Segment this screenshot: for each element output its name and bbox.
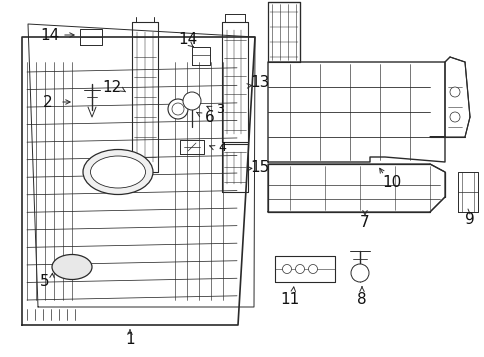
- Circle shape: [182, 92, 200, 110]
- Text: 14: 14: [40, 27, 60, 42]
- Ellipse shape: [52, 255, 92, 280]
- Circle shape: [172, 103, 183, 115]
- Text: 15: 15: [250, 160, 269, 175]
- Text: 11: 11: [280, 292, 299, 307]
- Text: 9: 9: [464, 211, 474, 226]
- Text: 2: 2: [43, 95, 53, 110]
- Circle shape: [449, 112, 459, 122]
- Circle shape: [282, 265, 291, 273]
- Ellipse shape: [91, 156, 145, 188]
- Text: 5: 5: [40, 275, 50, 290]
- Text: 6: 6: [205, 110, 214, 125]
- Text: 1: 1: [125, 332, 135, 347]
- Circle shape: [308, 265, 317, 273]
- Circle shape: [295, 265, 304, 273]
- Text: 4: 4: [218, 141, 226, 154]
- Text: 3: 3: [215, 102, 224, 116]
- Text: 12: 12: [102, 80, 121, 95]
- Circle shape: [167, 99, 188, 119]
- Text: 13: 13: [250, 75, 269, 90]
- Text: 10: 10: [381, 175, 401, 190]
- Ellipse shape: [83, 150, 152, 195]
- Text: 7: 7: [360, 215, 369, 230]
- Text: 8: 8: [356, 292, 366, 307]
- Circle shape: [449, 87, 459, 97]
- Text: 14: 14: [178, 31, 197, 46]
- Circle shape: [350, 264, 368, 282]
